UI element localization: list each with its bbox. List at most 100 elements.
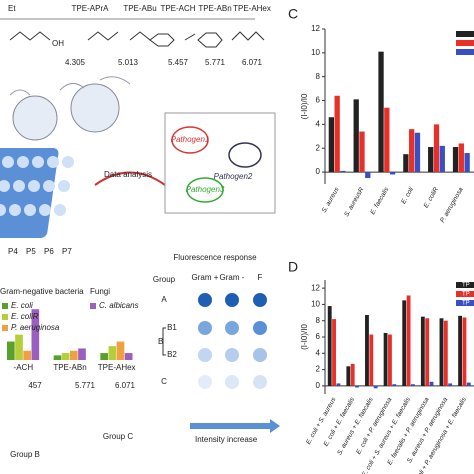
y-tick-label: 2 — [316, 365, 321, 374]
bar — [332, 319, 336, 386]
bracket-label: B — [158, 337, 163, 346]
bar — [31, 309, 40, 360]
compound-number: 5.013 — [118, 58, 139, 67]
bar — [414, 132, 421, 173]
plate-label: P5 — [26, 247, 36, 256]
compound-number: 4.305 — [65, 58, 86, 67]
bar — [15, 334, 23, 360]
y-tick-label: 10 — [311, 48, 320, 57]
compound-name: TPE-AHex — [233, 4, 271, 13]
row-label: B1 — [167, 323, 177, 332]
plate-label: P6 — [44, 247, 54, 256]
well — [0, 204, 6, 216]
bar — [384, 107, 390, 173]
bar — [448, 383, 453, 386]
panel-label: C — [288, 6, 298, 22]
bar — [61, 353, 70, 360]
x-tick-label: -ACH — [14, 363, 34, 372]
compound-name: TPE-ACH — [160, 4, 195, 13]
y-tick-label: 6 — [316, 332, 321, 341]
response-dot — [253, 375, 267, 389]
bar — [466, 382, 471, 386]
row-label: B2 — [167, 350, 177, 359]
bar — [350, 363, 355, 386]
x-tick-label: P. aeruginosa — [439, 186, 465, 224]
legend-swatch — [90, 303, 96, 309]
bar — [425, 318, 430, 386]
bar — [369, 334, 374, 386]
group-header: Group — [153, 275, 176, 284]
well — [13, 180, 25, 192]
legend-swatch — [456, 49, 474, 55]
well — [24, 204, 36, 216]
response-dot — [198, 293, 212, 307]
fluorescence-panel: Fluorescence response Group Gram + Gram - F A… — [153, 253, 267, 444]
y-tick-label: 0 — [316, 381, 321, 390]
compound-number: 5.771 — [205, 58, 226, 67]
well — [0, 180, 10, 192]
compound-number: 5.457 — [168, 58, 189, 67]
well — [43, 180, 55, 192]
well — [32, 156, 44, 168]
well — [39, 204, 51, 216]
wells — [0, 156, 74, 216]
bar — [409, 129, 415, 173]
y-tick-label: 6 — [316, 96, 321, 105]
column-header: F — [258, 273, 263, 282]
bar — [116, 341, 125, 360]
bar — [108, 346, 117, 360]
y-tick-label: 8 — [316, 72, 321, 81]
bar — [100, 353, 108, 360]
response-dot — [198, 321, 212, 335]
bar — [359, 131, 365, 173]
bar — [365, 315, 369, 386]
well — [47, 156, 59, 168]
bar — [433, 124, 440, 173]
bar — [336, 383, 341, 386]
legend-label: E. coli — [11, 301, 33, 310]
x-tick-label: TPE-ABn — [53, 363, 86, 372]
bar — [7, 341, 15, 360]
well — [9, 204, 21, 216]
x-tick-label: E. coliR — [423, 186, 440, 209]
pathogen-box — [164, 112, 276, 214]
y-tick-label: 4 — [316, 119, 321, 128]
bar — [458, 315, 463, 386]
bar — [327, 306, 332, 386]
compound-name: TPE-ABn — [198, 4, 231, 13]
bar — [383, 332, 388, 386]
arrow — [94, 171, 166, 186]
response-dot — [253, 321, 267, 335]
group-number: 5.771 — [75, 381, 96, 390]
bar — [439, 318, 444, 386]
bar — [389, 172, 396, 175]
bar — [334, 95, 340, 173]
group-label: Group B — [10, 450, 40, 459]
structures — [9, 31, 265, 48]
bar — [402, 300, 407, 386]
bar — [464, 153, 470, 173]
group-number: 457 — [28, 381, 42, 390]
legend-label: TP — [462, 283, 470, 289]
x-tick-label: TPE-AHex — [98, 363, 136, 372]
bracket — [162, 327, 166, 356]
bar — [378, 51, 384, 173]
y-tick-label: 12 — [311, 283, 320, 292]
plate-label: P7 — [62, 247, 72, 256]
bar — [428, 147, 434, 173]
bar — [392, 384, 397, 386]
response-dot — [253, 293, 267, 307]
bar — [373, 385, 378, 389]
bar — [388, 334, 392, 386]
legend-swatch — [456, 291, 474, 297]
legend-swatch — [2, 314, 8, 320]
bar — [346, 366, 351, 386]
well — [54, 204, 66, 216]
bar — [429, 381, 434, 386]
bar — [353, 99, 359, 173]
bar — [23, 350, 31, 360]
intensity-arrow-head — [270, 419, 280, 433]
bar — [124, 353, 133, 360]
bar — [78, 348, 86, 360]
